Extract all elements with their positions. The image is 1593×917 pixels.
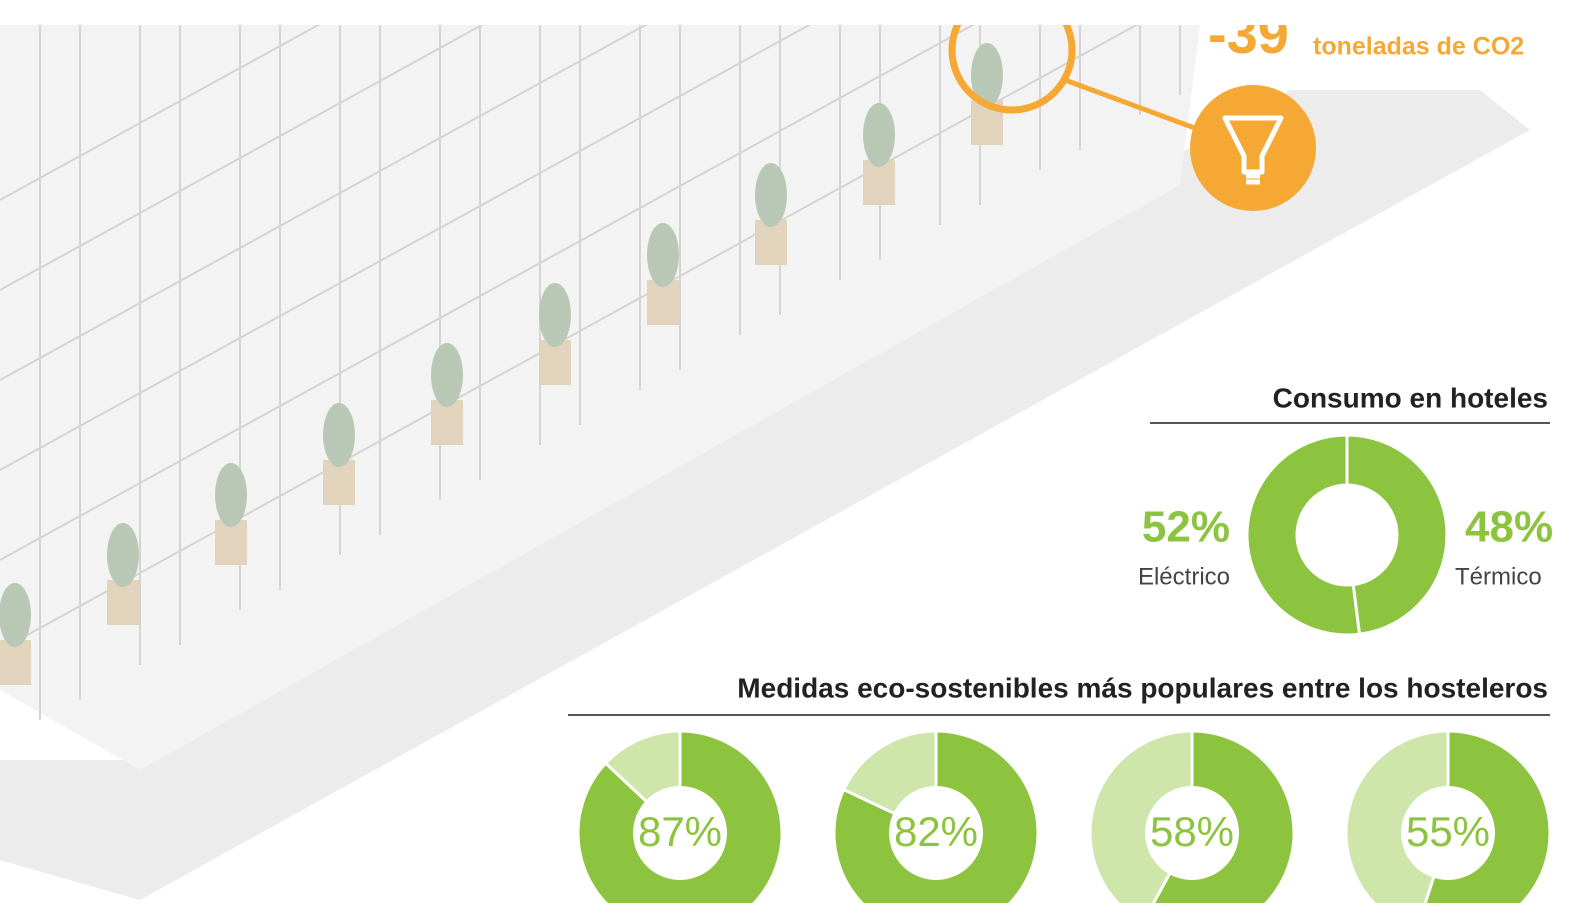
chart-title: Medidas eco-sostenibles más populares en… bbox=[737, 672, 1548, 703]
value-label: 52% bbox=[1142, 503, 1230, 552]
category-label: Térmico bbox=[1455, 563, 1542, 590]
value-label: 82% bbox=[894, 808, 978, 855]
value-label: 87% bbox=[638, 808, 722, 855]
chart-title: Consumo en hoteles bbox=[1273, 382, 1548, 413]
value-label: 48% bbox=[1465, 503, 1553, 552]
shrub bbox=[0, 583, 31, 647]
shrub bbox=[323, 403, 355, 467]
shrub bbox=[755, 163, 787, 227]
infographic: -39 toneladas de CO2 Consumo en hoteles 5… bbox=[0, 0, 1593, 917]
shrub bbox=[107, 523, 139, 587]
shrub bbox=[431, 343, 463, 407]
value-label: 55% bbox=[1406, 808, 1490, 855]
value-label: 58% bbox=[1150, 808, 1234, 855]
illustration: -39 toneladas de CO2 Consumo en hoteles 5… bbox=[0, 0, 1593, 917]
bulb-icon bbox=[1190, 85, 1316, 211]
co2-unit: toneladas de CO2 bbox=[1313, 33, 1524, 61]
shrub bbox=[647, 223, 679, 287]
shrub bbox=[215, 463, 247, 527]
shrub bbox=[539, 283, 571, 347]
shrub bbox=[863, 103, 895, 167]
category-label: Eléctrico bbox=[1138, 563, 1230, 590]
co2-value: -39 bbox=[1208, 2, 1289, 65]
